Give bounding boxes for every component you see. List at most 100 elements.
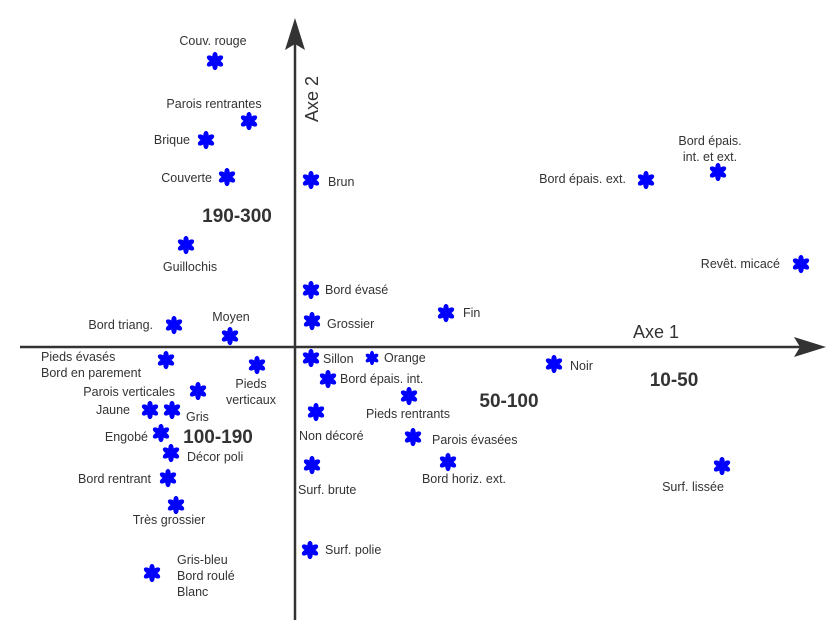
asterisk-marker-icon xyxy=(189,381,207,401)
point-label: Moyen xyxy=(212,310,250,324)
point-label: Non décoré xyxy=(299,429,364,443)
data-point: Engobé xyxy=(105,423,170,444)
point-label: Surf. brute xyxy=(298,483,356,497)
point-label: Bord roulé xyxy=(177,569,235,583)
data-point: Bord triang. xyxy=(88,315,183,335)
asterisk-marker-icon xyxy=(141,400,159,420)
asterisk-marker-icon xyxy=(637,170,655,190)
data-point: Moyen xyxy=(212,310,250,346)
data-point: Gris xyxy=(163,400,209,424)
asterisk-marker-icon xyxy=(163,400,181,420)
point-label: Très grossier xyxy=(133,513,205,527)
point-label: Gris xyxy=(186,410,209,424)
point-label: Noir xyxy=(570,359,593,373)
point-label: int. et ext. xyxy=(683,150,737,164)
data-point: Bord épais. int. et ext. xyxy=(678,134,742,182)
asterisk-marker-icon xyxy=(307,402,325,422)
asterisk-marker-icon xyxy=(303,455,321,475)
point-label: Pieds évasés xyxy=(41,350,115,364)
point-label: Couv. rouge xyxy=(179,34,246,48)
point-label: Jaune xyxy=(96,403,130,417)
data-point: Pieds évasés Bord en parement xyxy=(41,350,175,380)
point-label: Parois verticales xyxy=(83,385,175,399)
asterisk-marker-icon xyxy=(400,386,418,406)
asterisk-marker-icon xyxy=(167,495,185,515)
point-label: Blanc xyxy=(177,585,208,599)
point-label: Parois rentrantes xyxy=(166,97,261,111)
data-point: Pieds rentrants xyxy=(366,386,450,421)
data-point: Parois rentrantes xyxy=(166,97,262,131)
asterisk-marker-icon xyxy=(165,315,183,335)
point-label: Sillon xyxy=(323,352,354,366)
data-point: Couverte xyxy=(161,167,236,187)
points-layer: Couv. rouge Parois rentrantes Brique Couver… xyxy=(41,34,810,599)
asterisk-marker-icon xyxy=(302,280,320,300)
x-axis-label: Axe 1 xyxy=(633,322,679,342)
asterisk-marker-icon xyxy=(439,452,457,472)
point-label: Pieds xyxy=(235,377,266,391)
point-label: Orange xyxy=(384,351,426,365)
asterisk-marker-icon xyxy=(162,443,180,463)
point-label: Bord triang. xyxy=(88,318,153,332)
asterisk-marker-icon xyxy=(218,167,236,187)
y-axis-label: Axe 2 xyxy=(302,76,322,122)
data-point: Bord horiz. ext. xyxy=(422,452,506,486)
asterisk-marker-icon xyxy=(301,540,319,560)
group-label: 50-100 xyxy=(479,391,538,412)
data-point: Couv. rouge xyxy=(179,34,247,71)
data-point: Bord rentrant xyxy=(78,468,177,488)
asterisk-marker-icon xyxy=(437,303,455,323)
point-label: Bord évasé xyxy=(325,283,388,297)
data-point: Brun xyxy=(302,170,354,190)
point-label: Bord épais. ext. xyxy=(539,172,626,186)
point-label: Brique xyxy=(154,133,190,147)
data-point: Brique xyxy=(154,130,215,150)
axes: Axe 1 Axe 2 xyxy=(20,18,826,620)
data-point: Surf. lissée xyxy=(662,456,731,494)
asterisk-marker-icon xyxy=(319,369,337,389)
data-point: Bord évasé xyxy=(302,280,388,300)
asterisk-marker-icon xyxy=(365,350,379,366)
asterisk-marker-icon xyxy=(302,348,320,368)
asterisk-marker-icon xyxy=(302,170,320,190)
asterisk-marker-icon xyxy=(177,235,195,255)
point-label: Couverte xyxy=(161,171,212,185)
asterisk-marker-icon xyxy=(143,563,161,583)
group-label: 10-50 xyxy=(650,370,699,391)
point-label: Surf. polie xyxy=(325,543,381,557)
data-point: Gris-bleu Bord roulé Blanc xyxy=(143,553,235,599)
data-point: Jaune xyxy=(96,400,159,420)
point-label: Fin xyxy=(463,306,480,320)
asterisk-marker-icon xyxy=(152,423,170,443)
y-axis-arrow-icon xyxy=(285,18,305,50)
data-point: Bord épais. ext. xyxy=(539,170,655,190)
asterisk-marker-icon xyxy=(206,51,224,71)
point-label: Parois évasées xyxy=(432,433,517,447)
group-label: 100-190 xyxy=(183,427,253,448)
data-point: Parois verticales xyxy=(83,381,207,401)
point-label: Revêt. micacé xyxy=(701,257,780,271)
data-point: Grossier xyxy=(303,311,374,331)
data-point: Revêt. micacé xyxy=(701,254,810,274)
asterisk-marker-icon xyxy=(157,350,175,370)
data-point: Décor poli xyxy=(162,443,243,464)
asterisk-marker-icon xyxy=(197,130,215,150)
point-label: Guillochis xyxy=(163,260,217,274)
data-point: Très grossier xyxy=(133,495,205,527)
asterisk-marker-icon xyxy=(713,456,731,476)
data-point: Sillon xyxy=(302,348,354,368)
point-label: Surf. lissée xyxy=(662,480,724,494)
data-point: Guillochis xyxy=(163,235,217,274)
group-annotations: 190-300 100-190 50-100 10-50 xyxy=(183,206,698,448)
asterisk-marker-icon xyxy=(240,111,258,131)
asterisk-marker-icon xyxy=(159,468,177,488)
data-point: Noir xyxy=(545,354,593,374)
data-point: Parois évasées xyxy=(404,427,517,447)
data-point: Surf. polie xyxy=(301,540,381,560)
group-label: 190-300 xyxy=(202,206,272,227)
point-label: Grossier xyxy=(327,317,374,331)
point-label: Décor poli xyxy=(187,450,243,464)
data-point: Non décoré xyxy=(299,402,364,443)
point-label: Brun xyxy=(328,175,354,189)
